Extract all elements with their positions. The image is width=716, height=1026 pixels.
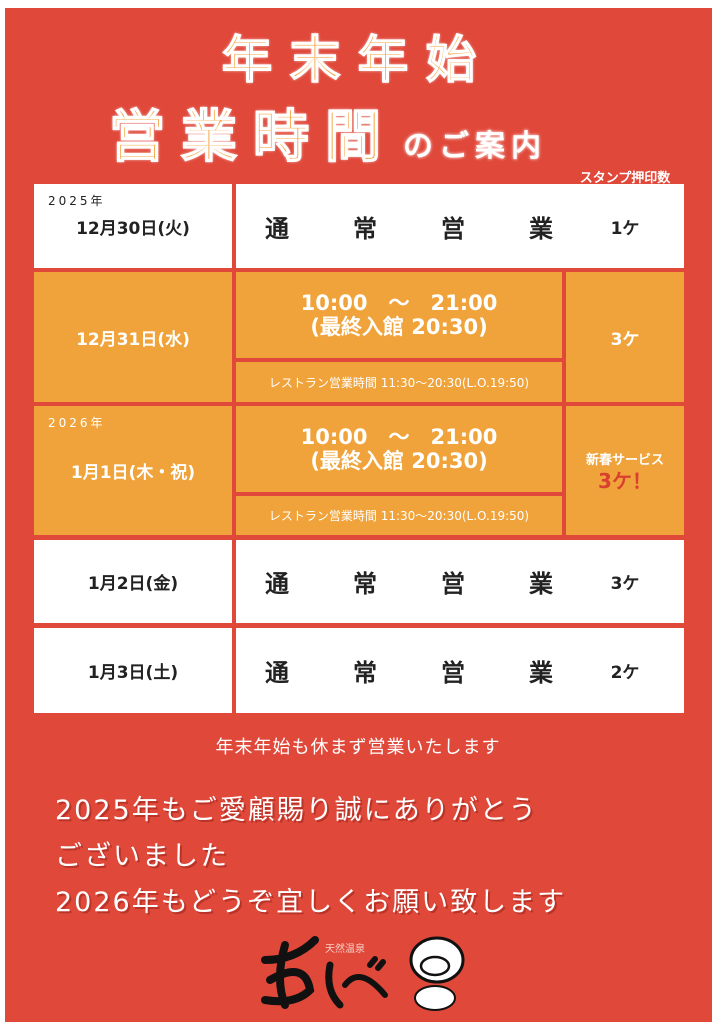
year-label: 2026年 [48,416,106,430]
logo-subtext: 天然温泉 [325,942,365,955]
stamp-count-header: スタンプ押印数 [579,171,671,186]
date-cell: 1月2日(金) [34,540,232,623]
hours-text: 10:00 ～ 21:00 [300,291,498,315]
title-suffix: のご案内 [403,129,547,164]
restaurant-hours: レストラン営業時間 11:30～20:30(L.O.19:50) [236,496,562,535]
stamp-cell: 3ケ [566,540,684,623]
hours-cell: 10:00 ～ 21:00 (最終入館 20:30) [236,406,562,492]
year-label: 2025年 [48,194,106,208]
hours-cell: 通 常 営 業 [236,628,582,713]
title-line1: 年末年始 [221,29,494,90]
restaurant-hours: レストラン営業時間 11:30～20:30(L.O.19:50) [236,362,562,402]
hours-text: 10:00 ～ 21:00 [300,425,498,449]
date-cell: 2025年 12月30日(火) [34,184,232,268]
stamp-cell: 2ケ [566,628,684,713]
hours-cell: 通 常 営 業 [236,184,582,268]
date-cell: 2026年 1月1日(木・祝) [34,406,232,535]
title-line2: 営業時間 のご案内 [0,92,686,173]
date-cell: 12月31日(水) [34,272,232,402]
hours-cell: 通 常 営 業 [236,540,582,623]
stamp-cell: 3ケ [566,272,684,402]
message-line1: 2025年もご愛顧賜り誠にありがとう [55,795,538,826]
date-text: 1月1日(木・祝) [70,463,196,483]
title-main: 営業時間 [108,103,397,171]
last-entry-text: (最終入館 20:30) [310,315,488,339]
date-text: 12月30日(火) [76,218,190,239]
date-text: 12月31日(水) [76,329,190,350]
ashibe-logo: 天然温泉 [261,936,465,1011]
last-entry-text: (最終入館 20:30) [310,449,488,473]
stamp-count: 3ケ！ [598,468,652,493]
new-year-service-label: 新春サービス [585,452,664,468]
date-cell: 1月3日(土) [34,628,232,713]
message-line2: ございました [55,841,229,872]
open-all-holidays-note: 年末年始も休まず営業いたします [215,737,501,758]
hours-cell: 10:00 ～ 21:00 (最終入館 20:30) [236,272,562,358]
stamp-cell: 1ケ [566,184,684,268]
stamp-cell: 新春サービス 3ケ！ [566,406,684,535]
message-line3: 2026年もどうぞ宜しくお願い致します [55,887,567,918]
